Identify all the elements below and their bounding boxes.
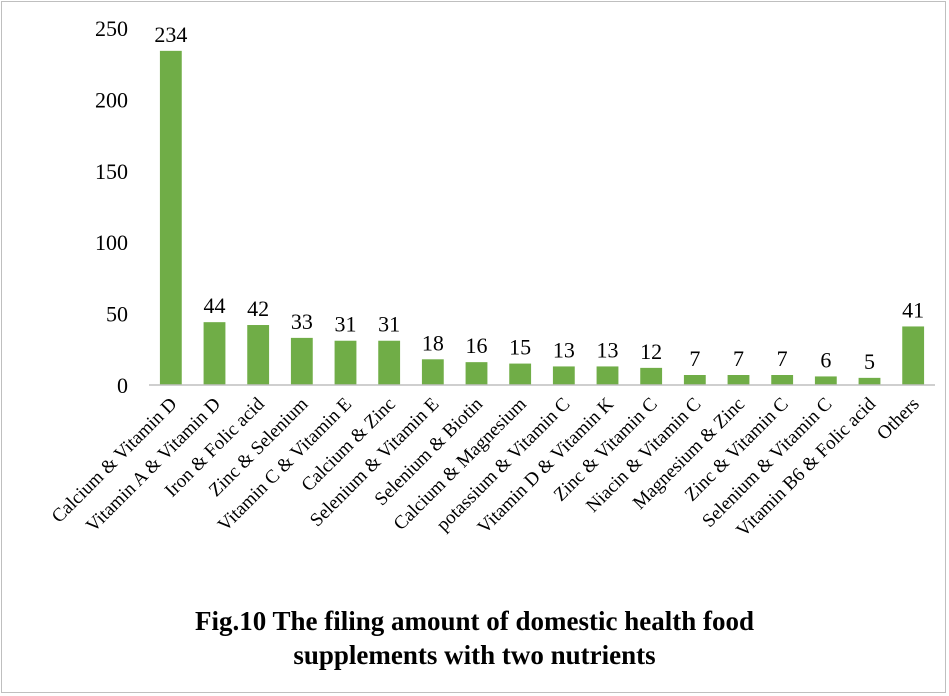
bar-value-label: 13 [597, 337, 619, 362]
bar-value-label: 7 [689, 346, 700, 371]
bar-value-label: 13 [553, 337, 575, 362]
bar [858, 377, 881, 385]
bar [203, 322, 226, 385]
bar [596, 366, 619, 385]
bar-value-label: 42 [247, 296, 269, 321]
y-axis-tick-labels: 0 50 100 150 200 250 [95, 16, 128, 398]
bar-value-label: 31 [335, 312, 357, 337]
y-tick-label: 150 [95, 159, 128, 184]
bar [902, 326, 925, 385]
bar [247, 325, 270, 385]
bar [159, 50, 182, 386]
bar [421, 359, 444, 385]
bar-value-label: 6 [820, 347, 831, 372]
bar-value-label: 41 [902, 297, 924, 322]
bar [640, 367, 663, 385]
bar-value-label: 234 [154, 22, 187, 47]
y-tick-label: 0 [117, 373, 128, 398]
bar [683, 375, 706, 385]
x-tick-label: Others [873, 394, 924, 445]
bar [771, 375, 794, 385]
bar [727, 375, 750, 385]
bar-chart: 0 50 100 150 200 250 234 44 42 33 31 31 18 16 15 13 13 1… [48, 16, 935, 541]
y-tick-label: 50 [106, 302, 128, 327]
bar [378, 340, 401, 385]
bar [334, 340, 357, 385]
y-tick-label: 250 [95, 16, 128, 41]
bar-value-label: 18 [422, 330, 444, 355]
data-labels: 234 44 42 33 31 31 18 16 15 13 13 12 7 7 7 6 5 41 [154, 22, 924, 374]
bar [290, 337, 313, 385]
bar-value-label: 31 [378, 312, 400, 337]
bar-value-label: 16 [466, 333, 488, 358]
y-tick-label: 100 [95, 230, 128, 255]
bar-value-label: 15 [509, 335, 531, 360]
bar [465, 362, 488, 385]
bar-value-label: 7 [733, 346, 744, 371]
bars [159, 50, 925, 386]
bar-value-label: 7 [777, 346, 788, 371]
bar-value-label: 44 [204, 293, 226, 318]
bar [814, 376, 837, 385]
bar-value-label: 12 [640, 339, 662, 364]
figure-caption: Fig.10 The filing amount of domestic hea… [0, 604, 949, 672]
bar [552, 366, 575, 385]
y-tick-label: 200 [95, 87, 128, 112]
caption-line-2: supplements with two nutrients [293, 640, 656, 670]
bar-value-label: 5 [864, 349, 875, 374]
caption-line-1: Fig.10 The filing amount of domestic hea… [194, 606, 755, 636]
bar-value-label: 33 [291, 309, 313, 334]
bar [509, 363, 532, 385]
